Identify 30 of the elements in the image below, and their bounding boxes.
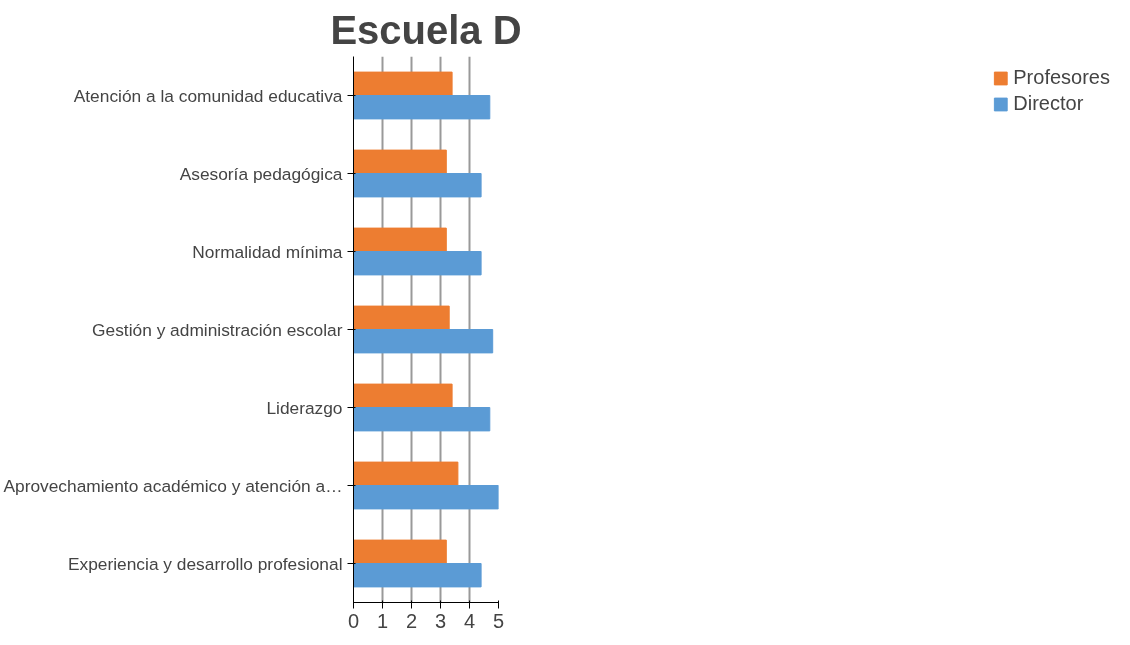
bar <box>353 71 453 96</box>
y-tick-label: Normalidad mínima <box>192 241 343 262</box>
bar <box>353 383 453 408</box>
bar <box>353 407 491 432</box>
y-tick-label: Liderazgo <box>266 397 343 418</box>
bar <box>353 305 450 330</box>
bar <box>353 461 459 486</box>
y-tick-label: Aprovechamiento académico y atención a… <box>3 475 343 496</box>
bar <box>353 95 491 120</box>
x-tick-label: 3 <box>434 609 447 632</box>
y-tick-label: Atención a la comunidad educativa <box>73 85 343 106</box>
chart-title: Escuela D <box>330 7 522 52</box>
bar <box>353 563 482 588</box>
x-tick-label: 5 <box>492 609 505 632</box>
bar <box>353 539 447 564</box>
bar <box>353 149 447 174</box>
y-tick-label: Gestión y administración escolar <box>92 319 343 340</box>
x-tick-label: 0 <box>347 609 360 632</box>
legend-label: Profesores <box>1013 66 1110 89</box>
bar <box>353 173 482 198</box>
x-tick-label: 4 <box>463 609 476 632</box>
legend-label: Director <box>1013 92 1084 115</box>
bar <box>353 329 494 354</box>
y-tick-label: Asesoría pedagógica <box>179 163 343 184</box>
y-tick-label: Experiencia y desarrollo profesional <box>67 553 343 574</box>
bar <box>353 251 482 276</box>
bar <box>353 227 447 252</box>
bar <box>353 485 499 510</box>
x-tick-label: 1 <box>376 609 389 632</box>
x-tick-label: 2 <box>405 609 418 632</box>
